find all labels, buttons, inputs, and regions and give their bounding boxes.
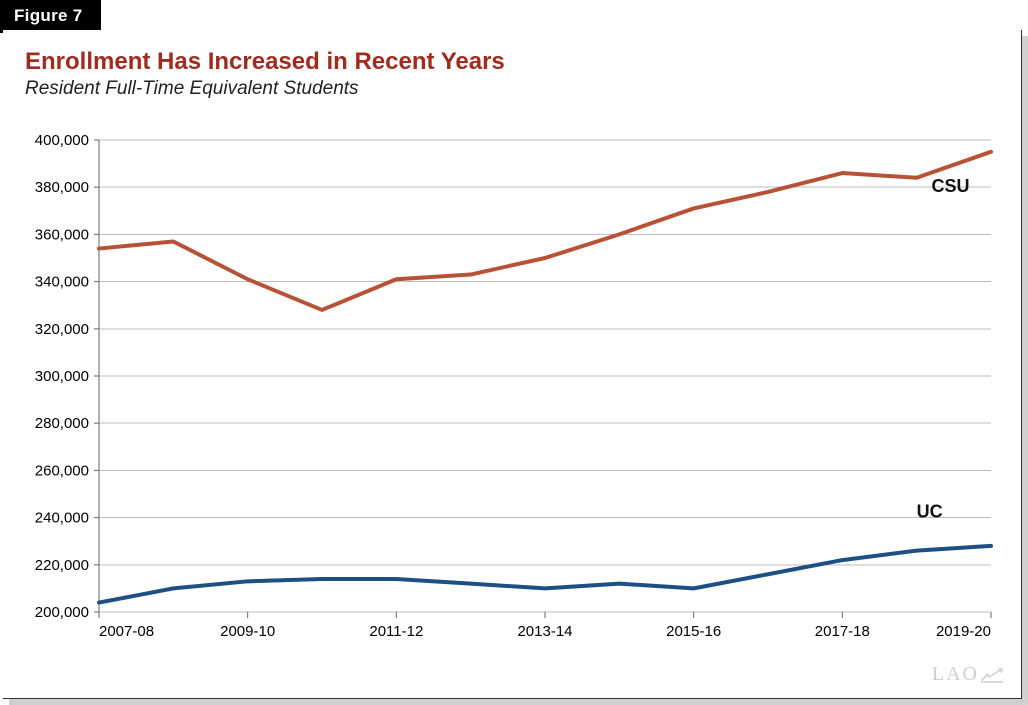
x-axis-tick-label: 2009-10 — [220, 623, 275, 640]
panel-shadow-right — [1022, 36, 1028, 702]
y-axis-tick-label: 340,000 — [35, 274, 89, 291]
series-label-uc: UC — [917, 502, 943, 522]
y-axis-tick-label: 380,000 — [35, 179, 89, 196]
series-label-csu: CSU — [932, 176, 970, 196]
chart-subtitle: Resident Full-Time Equivalent Students — [25, 78, 1011, 100]
figure-panel: Enrollment Has Increased in Recent Years… — [3, 30, 1022, 699]
x-axis-tick-label: 2011-12 — [369, 623, 423, 640]
series-line-csu — [99, 152, 991, 310]
y-axis-tick-label: 280,000 — [35, 415, 89, 432]
source-watermark: LAO — [932, 663, 1003, 686]
chart-title: Enrollment Has Increased in Recent Years — [25, 48, 1011, 76]
y-axis-tick-label: 240,000 — [35, 510, 89, 527]
x-axis-tick-label: 2017-18 — [815, 623, 870, 640]
watermark-text: LAO — [932, 663, 979, 686]
figure-container: Figure 7 Enrollment Has Increased in Rec… — [0, 0, 1028, 702]
y-axis-tick-label: 360,000 — [35, 226, 89, 243]
x-axis-tick-label: 2013-14 — [517, 623, 572, 640]
figure-tab: Figure 7 — [0, 0, 101, 33]
y-axis-tick-label: 400,000 — [35, 132, 89, 149]
chart-area: 200,000 220,000 240,000 260,000 280,000 300,0… — [13, 130, 1011, 648]
y-axis-tick-label: 260,000 — [35, 462, 89, 479]
y-axis-tick-label: 320,000 — [35, 321, 89, 338]
figure-label: Figure 7 — [14, 6, 83, 25]
line-chart: 200,000 220,000 240,000 260,000 280,000 300,0… — [13, 130, 1011, 648]
y-axis-tick-label: 200,000 — [35, 604, 89, 621]
y-axis-tick-label: 220,000 — [35, 557, 89, 574]
x-axis-tick-label: 2019-20 — [936, 623, 991, 640]
y-axis-tick-label: 300,000 — [35, 368, 89, 385]
series-line-uc — [99, 546, 991, 603]
watermark-icon — [981, 667, 1003, 683]
x-axis-tick-label: 2015-16 — [666, 623, 721, 640]
x-axis-tick-label: 2007-08 — [99, 623, 154, 640]
panel-shadow-bottom — [9, 699, 1028, 705]
